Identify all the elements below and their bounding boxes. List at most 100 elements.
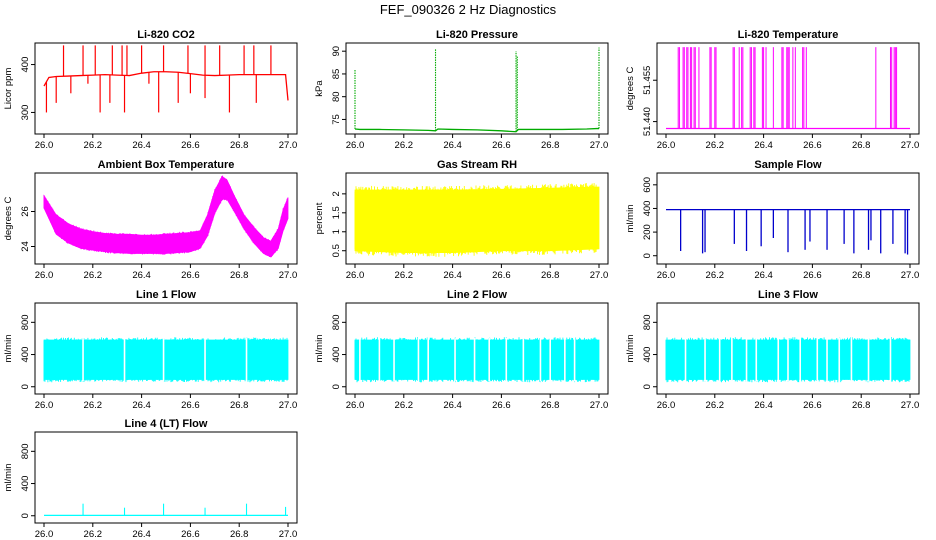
- y-tick-label: 200: [642, 224, 653, 240]
- x-tick-label: 26.6: [492, 270, 511, 281]
- panel-title: Line 4 (LT) Flow: [125, 418, 208, 430]
- x-tick-label: 26.4: [132, 270, 151, 281]
- x-tick-label: 26.8: [230, 529, 249, 540]
- x-tick-label: 26.8: [541, 400, 560, 411]
- plot-frame: [345, 42, 609, 135]
- x-tick-label: 26.4: [443, 270, 462, 281]
- y-tick-label: 400: [642, 347, 653, 363]
- y-axis-label: ml/min: [3, 464, 14, 492]
- x-tick-label: 26.0: [346, 140, 365, 151]
- panel-10: Line 4 (LT) Flow 26.0 26.2 26.4 26.6 26.8 27.0…: [3, 418, 298, 540]
- panel-title: Li-820 Temperature: [738, 29, 839, 41]
- x-tick-label: 26.4: [132, 400, 151, 411]
- x-tick-label: 26.6: [803, 270, 822, 281]
- series-band: [43, 175, 289, 258]
- x-tick-label: 27.0: [590, 400, 609, 411]
- y-tick-label: 400: [642, 201, 653, 217]
- x-tick-label: 26.0: [657, 400, 676, 411]
- x-tick-label: 26.6: [181, 270, 200, 281]
- y-tick-label: 1: [331, 229, 342, 234]
- x-tick-label: 26.0: [35, 140, 54, 151]
- plot-frame: [656, 302, 920, 395]
- x-tick-label: 26.2: [706, 270, 725, 281]
- y-tick-label: 300: [20, 105, 31, 121]
- series-noise: [354, 183, 599, 257]
- y-tick-label: 800: [331, 314, 342, 330]
- x-tick-label: 27.0: [901, 400, 920, 411]
- x-tick-label: 26.6: [803, 140, 822, 151]
- panel-title: Li-820 Pressure: [436, 29, 518, 41]
- x-tick-label: 26.8: [230, 270, 249, 281]
- panel-title: Li-820 CO2: [137, 29, 194, 41]
- panel-title: Sample Flow: [754, 159, 822, 171]
- y-tick-label: 26: [20, 206, 31, 217]
- figure-title: FEF_090326 2 Hz Diagnostics: [380, 2, 557, 17]
- x-tick-label: 26.4: [754, 400, 773, 411]
- x-tick-label: 26.2: [84, 529, 103, 540]
- x-tick-label: 26.8: [230, 400, 249, 411]
- x-tick-label: 26.4: [754, 140, 773, 151]
- panel-title: Line 3 Flow: [758, 289, 818, 301]
- x-tick-label: 26.4: [132, 140, 151, 151]
- x-tick-label: 26.2: [84, 140, 103, 151]
- y-tick-label: 400: [20, 476, 31, 492]
- plot-frame: [34, 42, 298, 135]
- x-tick-label: 27.0: [279, 529, 298, 540]
- y-tick-label: 400: [20, 347, 31, 363]
- plot-frame: [34, 172, 298, 265]
- panel-title: Line 2 Flow: [447, 289, 507, 301]
- y-axis-label: Licor ppm: [3, 68, 14, 110]
- y-tick-label: 85: [331, 69, 342, 80]
- y-tick-label: 0: [20, 384, 31, 389]
- y-tick-label: 0: [642, 253, 653, 258]
- x-tick-label: 26.4: [132, 529, 151, 540]
- panel-2: Li-820 Pressure 26.0 26.2 26.4 26.6 26.8 27.0 7…: [314, 29, 609, 151]
- panels: Li-820 CO2 26.0 26.2 26.4 26.6 26.8 27.0 300 400…: [3, 29, 920, 540]
- x-tick-label: 26.2: [706, 140, 725, 151]
- panel-4: Ambient Box Temperature 26.0 26.2 26.4 26.6 2…: [3, 159, 298, 281]
- x-tick-label: 26.8: [230, 140, 249, 151]
- y-tick-label: 0: [331, 384, 342, 389]
- y-tick-label: 24: [20, 241, 31, 252]
- x-tick-label: 26.2: [395, 140, 414, 151]
- panel-5: Gas Stream RH 26.0 26.2 26.4 26.6 26.8 27.0 0.5…: [314, 159, 609, 281]
- panel-3: Li-820 Temperature 26.0 26.2 26.4 26.6 26.8 27…: [625, 29, 920, 151]
- y-tick-label: 0.5: [331, 244, 342, 257]
- y-tick-label: 51.455: [642, 66, 653, 95]
- x-tick-label: 26.6: [492, 400, 511, 411]
- x-tick-label: 26.6: [181, 400, 200, 411]
- y-axis-label: ml/min: [625, 335, 636, 363]
- y-tick-label: 800: [20, 314, 31, 330]
- x-tick-label: 26.0: [657, 140, 676, 151]
- x-tick-label: 26.8: [541, 140, 560, 151]
- x-tick-label: 26.2: [706, 400, 725, 411]
- panel-8: Line 2 Flow 26.0 26.2 26.4 26.6 26.8 27.0 0 400 8…: [314, 289, 609, 411]
- x-tick-label: 26.2: [84, 400, 103, 411]
- y-axis-label: percent: [314, 202, 325, 234]
- x-tick-label: 26.6: [181, 140, 200, 151]
- panel-1: Li-820 CO2 26.0 26.2 26.4 26.6 26.8 27.0 300 400…: [3, 29, 298, 151]
- x-tick-label: 27.0: [590, 270, 609, 281]
- x-tick-label: 26.2: [84, 270, 103, 281]
- x-tick-label: 26.8: [852, 400, 871, 411]
- x-tick-label: 26.0: [346, 400, 365, 411]
- x-tick-label: 27.0: [279, 270, 298, 281]
- y-tick-label: 2: [331, 191, 342, 196]
- x-tick-label: 26.2: [395, 400, 414, 411]
- panel-6: Sample Flow 26.0 26.2 26.4 26.6 26.8 27.0 0 200 4…: [625, 159, 920, 281]
- plot-frame: [345, 172, 609, 265]
- x-tick-label: 27.0: [590, 140, 609, 151]
- plot-frame: [34, 302, 298, 395]
- y-tick-label: 400: [331, 347, 342, 363]
- plot-frame: [34, 431, 298, 524]
- panel-title: Ambient Box Temperature: [98, 159, 235, 171]
- plot-frame: [656, 42, 920, 135]
- y-tick-label: 90: [331, 46, 342, 57]
- x-tick-label: 26.0: [35, 529, 54, 540]
- x-tick-label: 26.6: [181, 529, 200, 540]
- x-tick-label: 26.8: [852, 140, 871, 151]
- y-axis-label: degrees C: [625, 66, 636, 110]
- x-tick-label: 26.6: [803, 400, 822, 411]
- plot-frame: [345, 302, 609, 395]
